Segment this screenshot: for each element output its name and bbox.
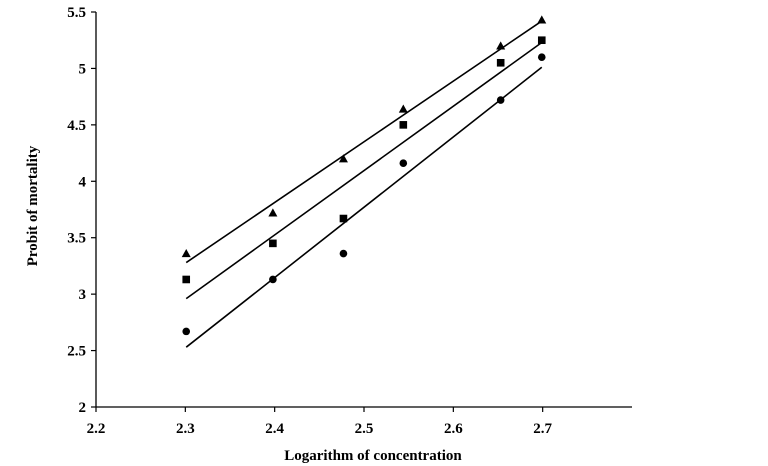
circle-point	[269, 275, 277, 284]
y-tick-label: 3	[79, 287, 87, 303]
circle-point	[182, 327, 191, 336]
y-axis: 2 2.5 3 3.5 4 4.5 5 5.5	[67, 5, 97, 416]
y-tick-label: 2	[79, 400, 87, 416]
triangle-point	[398, 104, 408, 113]
triangle-point	[496, 41, 506, 50]
trendlines	[185, 20, 543, 348]
triangle-point	[268, 208, 278, 217]
triangle-point	[537, 15, 547, 24]
circle-point	[339, 249, 348, 258]
y-tick-label: 5.5	[67, 5, 86, 21]
square-point	[269, 239, 277, 248]
circle-point	[537, 53, 546, 61]
y-tick-label: 2.5	[67, 344, 86, 360]
square-point	[537, 36, 546, 45]
circle-point	[496, 96, 505, 104]
triangle-point	[181, 249, 191, 258]
y-tick-label: 4.5	[67, 118, 86, 134]
y-axis-title: Probit of mortality	[25, 145, 41, 266]
trendline-square	[185, 41, 543, 300]
square-point	[399, 121, 408, 129]
x-tick-label: 2.6	[444, 421, 463, 437]
square-point	[182, 275, 191, 284]
x-tick-label: 2.3	[176, 421, 195, 437]
trendline-circle	[185, 66, 543, 348]
x-axis-title: Logarithm of concentration	[284, 448, 462, 464]
x-axis: 2.2 2.3 2.4 2.5 2.6 2.7	[87, 406, 632, 437]
x-tick-label: 2.7	[533, 421, 552, 437]
y-tick-label: 4	[79, 174, 87, 190]
y-tick-label: 5	[79, 61, 87, 77]
trendline-triangle	[185, 20, 543, 264]
square-point	[496, 58, 505, 67]
triangle-point	[338, 154, 348, 163]
y-tick-label: 3.5	[67, 231, 86, 247]
x-tick-label: 2.2	[87, 421, 106, 437]
square-point	[339, 214, 348, 223]
circle-point	[399, 159, 408, 168]
data-markers	[181, 15, 547, 336]
x-tick-label: 2.5	[355, 421, 374, 437]
x-tick-label: 2.4	[265, 421, 284, 437]
